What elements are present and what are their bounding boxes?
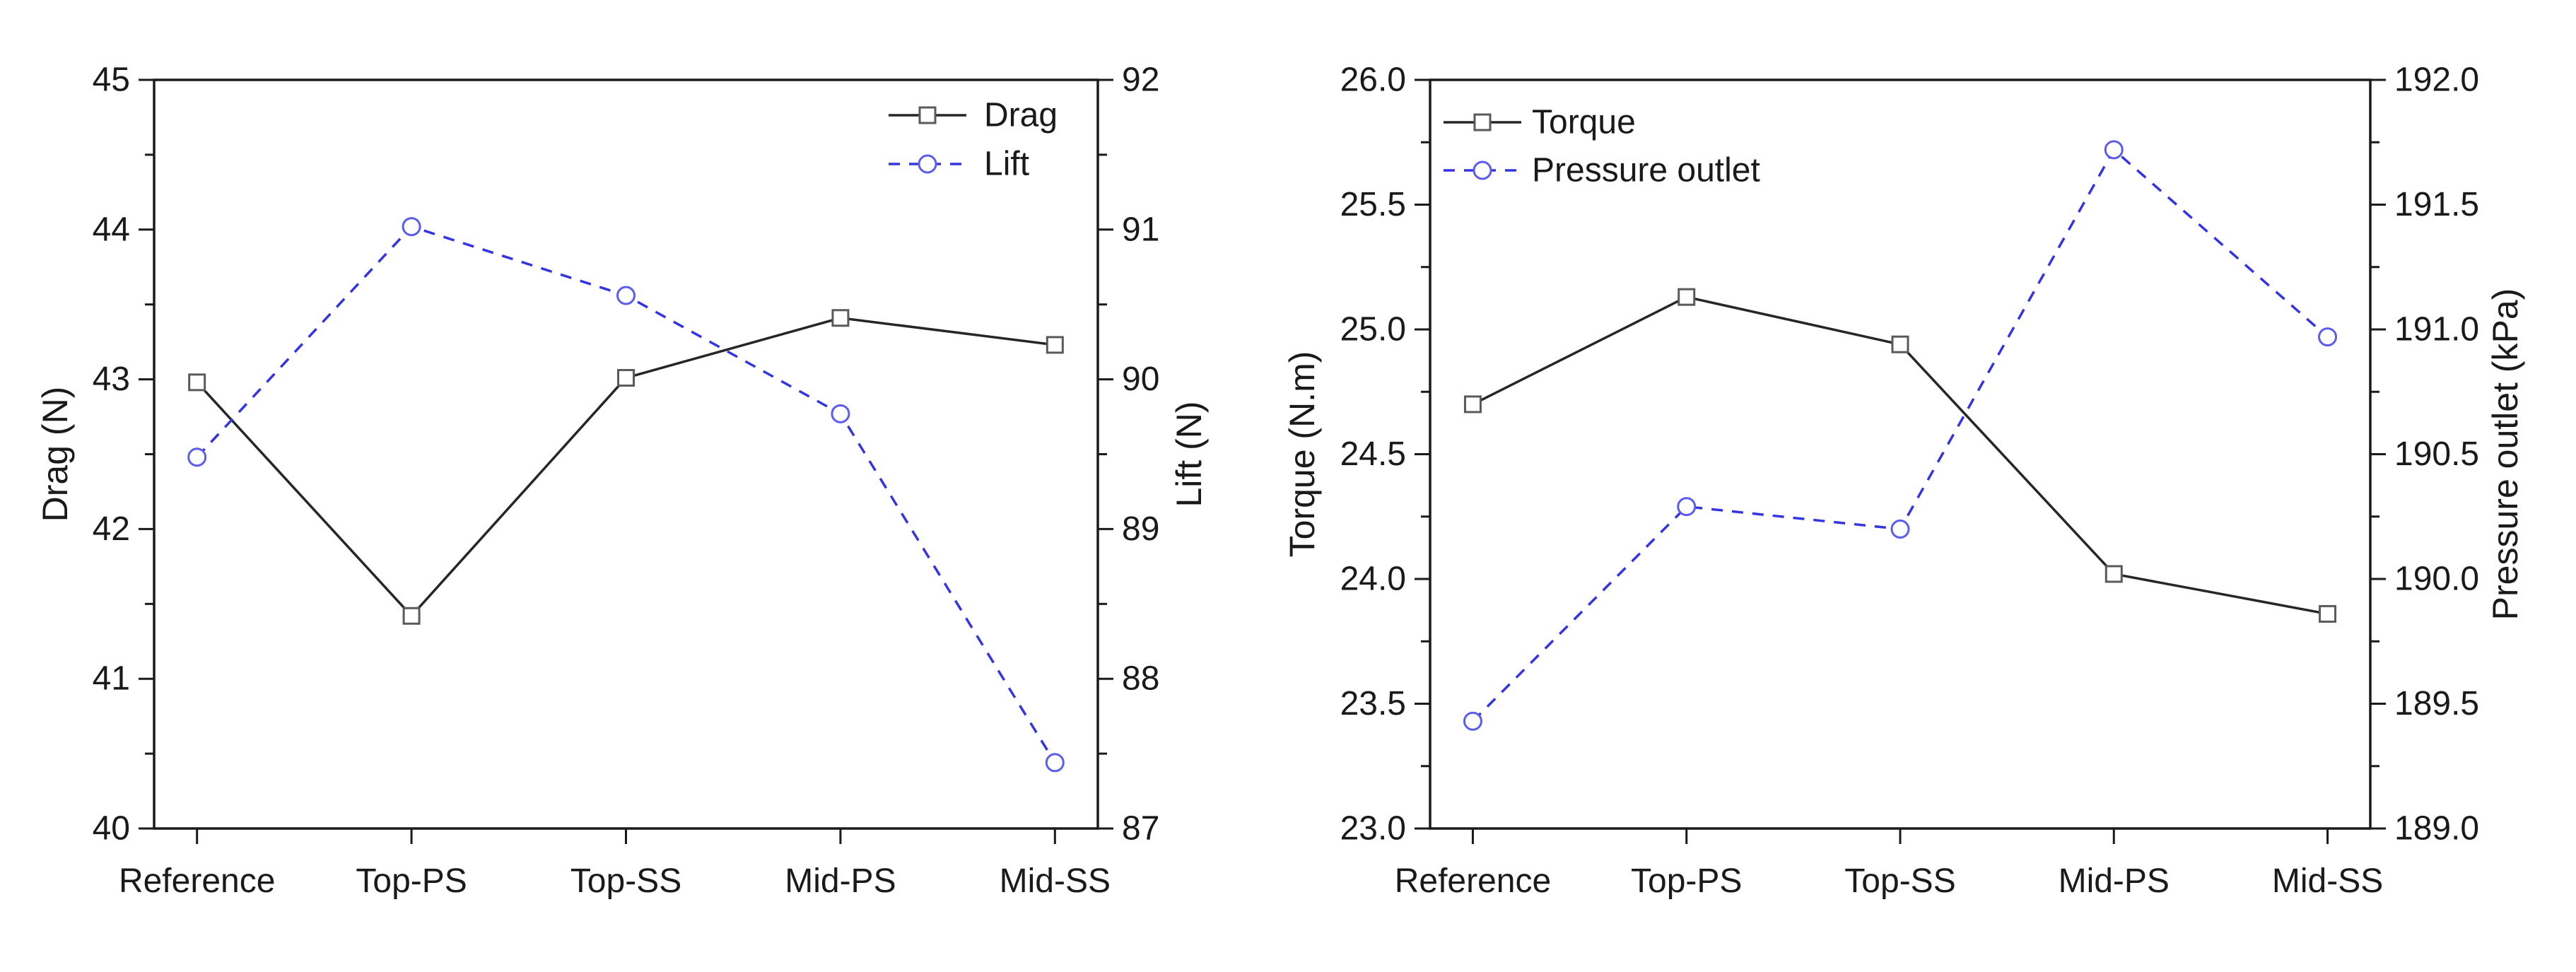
data-point-marker-square xyxy=(1463,395,1482,414)
left-axis-tick-label: 45 xyxy=(93,62,130,99)
x-axis-tick-label: Reference xyxy=(1395,862,1551,900)
legend-label: Torque xyxy=(1532,104,1636,141)
right-axis-tick-label: 89 xyxy=(1122,510,1159,548)
right-axis-tick-label: 192.0 xyxy=(2394,62,2479,99)
data-point-marker-square xyxy=(402,607,421,625)
chart-svg: 40 41 42 43 44 45 87 88 89 90 91 92 Reference Top-PS T… xyxy=(35,62,1209,901)
data-point-marker-square xyxy=(617,368,635,387)
right-axis-tick-label: 87 xyxy=(1122,810,1159,848)
right-axis-tick-label: 190.5 xyxy=(2394,435,2479,473)
left-axis-tick-label: 25.0 xyxy=(1340,311,1406,349)
series-line-drag xyxy=(196,316,1055,618)
left-axis-tick-label: 24.5 xyxy=(1340,435,1406,473)
data-point-marker-circle xyxy=(402,217,421,237)
right-axis-tick-label: 189.5 xyxy=(2394,685,2479,722)
left-axis-title: Torque (N.m) xyxy=(1282,351,1322,558)
right-axis-title: Pressure outlet (kPa) xyxy=(2486,288,2525,621)
left-axis-tick-label: 42 xyxy=(93,510,130,548)
data-point-marker-square xyxy=(1046,336,1064,354)
left-axis-tick-label: 43 xyxy=(93,361,130,398)
left-axis-tick-label: 40 xyxy=(93,810,130,848)
data-point-marker-square xyxy=(918,106,937,124)
right-axis-title: Lift (N) xyxy=(1169,402,1209,508)
x-axis-tick-label: Mid-SS xyxy=(2272,862,2383,900)
data-point-marker-square xyxy=(2319,604,2337,623)
legend-label: Lift xyxy=(984,146,1029,183)
data-point-marker-circle xyxy=(831,404,850,423)
right-axis-tick-label: 88 xyxy=(1122,660,1159,698)
x-axis-tick-label: Top-PS xyxy=(356,862,467,900)
plot-frame xyxy=(1429,78,2372,830)
right-axis-tick-label: 90 xyxy=(1122,361,1159,398)
left-axis-tick-label: 26.0 xyxy=(1340,62,1406,99)
left-axis-tick-label: 41 xyxy=(93,660,130,698)
legend-label: Pressure outlet xyxy=(1532,152,1760,189)
x-axis-tick-label: Top-SS xyxy=(570,862,681,900)
data-point-marker-circle xyxy=(1890,519,1910,539)
left-axis-tick-label: 23.5 xyxy=(1340,685,1406,722)
drag-lift-chart-panel: 40 41 42 43 44 45 87 88 89 90 91 92 Reference Top-PS T… xyxy=(35,62,1209,901)
chart-svg: 23.0 23.5 24.0 24.5 25.0 25.5 26.0 189.0 189.5 19… xyxy=(1282,62,2525,901)
left-axis-tick-label: 44 xyxy=(93,211,130,248)
x-axis-tick-label: Mid-PS xyxy=(785,862,896,900)
x-axis-tick-label: Mid-PS xyxy=(2059,862,2170,900)
x-axis-tick-label: Reference xyxy=(119,862,275,900)
right-axis-tick-label: 91 xyxy=(1122,211,1159,248)
right-axis-tick-label: 92 xyxy=(1122,62,1159,99)
plot-frame xyxy=(153,78,1099,830)
data-point-marker-circle xyxy=(187,447,207,467)
legend-label: Drag xyxy=(984,97,1058,134)
data-point-marker-circle xyxy=(918,154,937,174)
left-axis-tick-label: 24.0 xyxy=(1340,561,1406,598)
data-point-marker-circle xyxy=(2318,327,2338,347)
right-axis-tick-label: 190.0 xyxy=(2394,561,2479,598)
right-axis-tick-label: 189.0 xyxy=(2394,810,2479,848)
data-point-marker-circle xyxy=(2104,140,2124,160)
data-point-marker-square xyxy=(1473,113,1492,131)
data-point-marker-circle xyxy=(1473,160,1492,180)
left-axis-tick-label: 25.5 xyxy=(1340,186,1406,223)
data-point-marker-square xyxy=(1678,288,1696,306)
data-point-marker-circle xyxy=(1677,497,1697,517)
series-line-pressure-outlet xyxy=(1472,148,2329,722)
data-point-marker-circle xyxy=(1045,753,1065,773)
x-axis-tick-label: Mid-SS xyxy=(1000,862,1111,900)
right-axis-tick-label: 191.5 xyxy=(2394,186,2479,223)
data-point-marker-square xyxy=(831,309,850,327)
series-line-lift xyxy=(196,225,1056,763)
left-axis-tick-label: 23.0 xyxy=(1340,810,1406,848)
data-point-marker-circle xyxy=(1463,711,1482,731)
data-point-marker-circle xyxy=(616,286,636,305)
data-point-marker-square xyxy=(2104,565,2123,583)
data-point-marker-square xyxy=(1891,335,1909,353)
right-axis-tick-label: 191.0 xyxy=(2394,311,2479,349)
torque-pressure-chart-panel: 23.0 23.5 24.0 24.5 25.0 25.5 26.0 189.0 189.5 19… xyxy=(1282,0,2576,972)
x-axis-tick-label: Top-PS xyxy=(1631,862,1742,900)
data-point-marker-square xyxy=(188,373,206,392)
x-axis-tick-label: Top-SS xyxy=(1844,862,1955,900)
left-axis-title: Drag (N) xyxy=(35,387,75,522)
